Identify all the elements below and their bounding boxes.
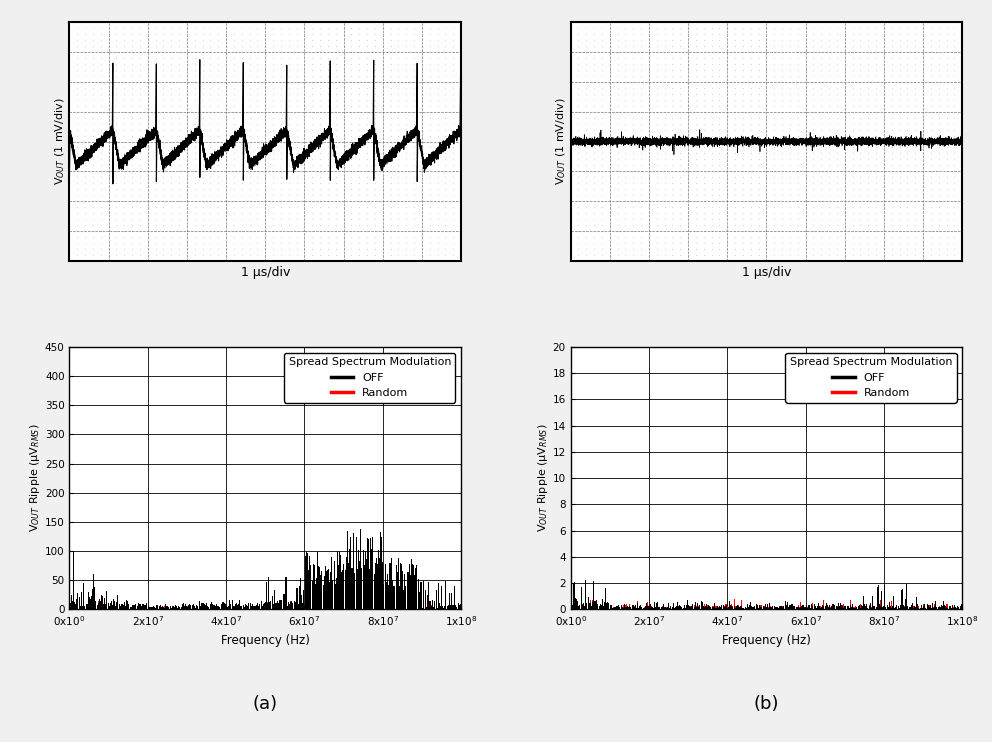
Y-axis label: V$_{OUT}$ (1 mV/div): V$_{OUT}$ (1 mV/div) [555, 98, 567, 186]
Text: (a): (a) [253, 695, 278, 713]
Y-axis label: V$_{OUT}$ Ripple (μV$_{RMS}$): V$_{OUT}$ Ripple (μV$_{RMS}$) [536, 424, 550, 533]
X-axis label: 1 μs/div: 1 μs/div [742, 266, 792, 279]
Y-axis label: V$_{OUT}$ Ripple (μV$_{RMS}$): V$_{OUT}$ Ripple (μV$_{RMS}$) [28, 424, 42, 533]
X-axis label: 1 μs/div: 1 μs/div [240, 266, 290, 279]
Legend: OFF, Random: OFF, Random [786, 352, 956, 403]
Legend: OFF, Random: OFF, Random [284, 352, 455, 403]
X-axis label: Frequency (Hz): Frequency (Hz) [722, 634, 810, 646]
Text: (b): (b) [754, 695, 779, 713]
Y-axis label: V$_{OUT}$ (1 mV/div): V$_{OUT}$ (1 mV/div) [53, 98, 66, 186]
X-axis label: Frequency (Hz): Frequency (Hz) [221, 634, 310, 646]
